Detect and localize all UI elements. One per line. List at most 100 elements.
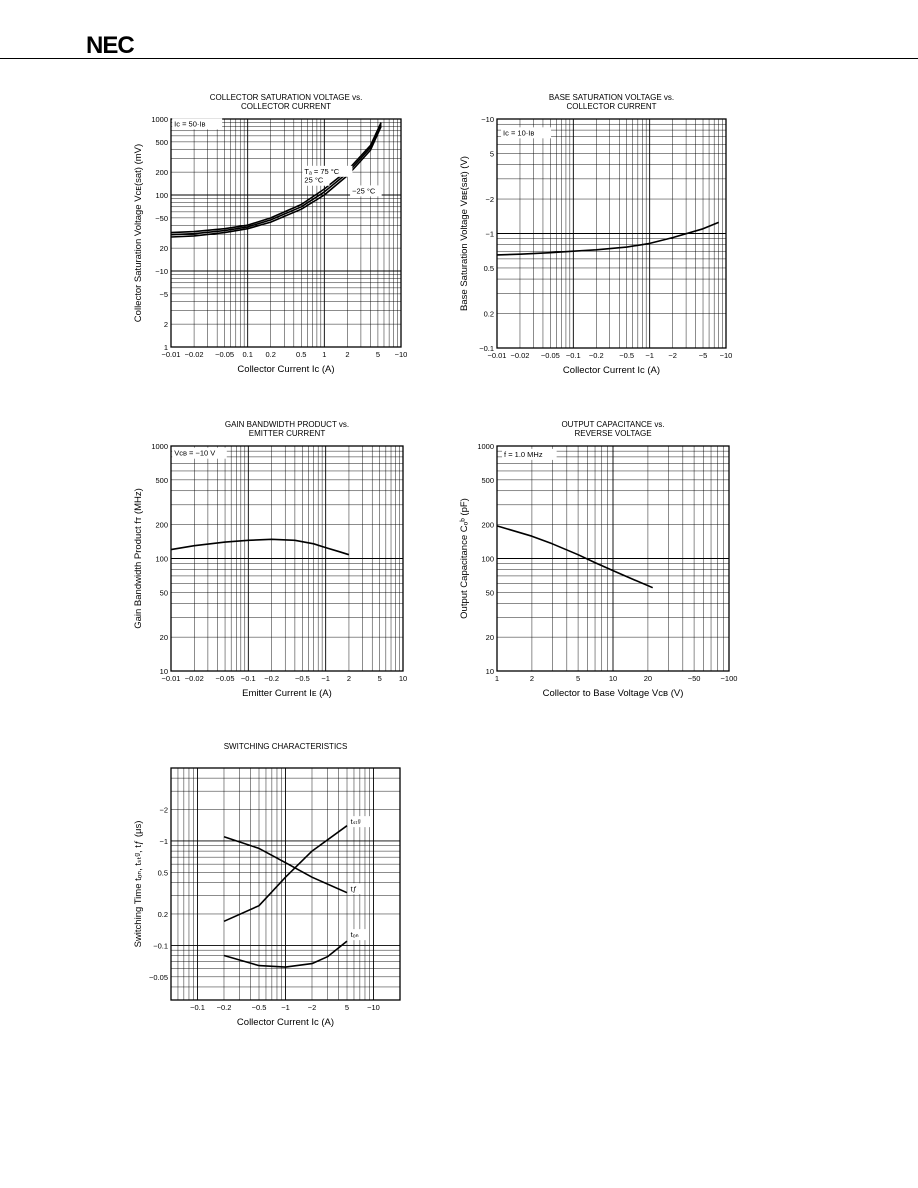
x-tick-label: −10 [395,350,408,359]
x-tick-label: −1 [321,674,330,683]
y-tick-label: 5 [490,149,494,158]
x-tick-label: −0.05 [215,350,234,359]
x-tick-label: 2 [347,674,351,683]
chart-title: OUTPUT CAPACITANCE vs. [561,420,664,429]
series-line-2 [223,835,348,894]
y-tick-label: 500 [155,476,168,485]
x-tick-label: −2 [308,1003,317,1012]
x-tick-label: 2 [530,674,534,683]
annotation-label: Tₐ = 75 °C [304,167,339,176]
nec-logo: NEC [86,32,135,59]
y-tick-label: −2 [485,195,494,204]
chart-title: COLLECTOR CURRENT [566,102,656,111]
y-tick-label: −50 [155,214,168,223]
y-tick-label: −0.1 [479,344,494,353]
x-tick-label: −100 [721,674,738,683]
x-tick-label: 0.2 [266,350,276,359]
chart-title: COLLECTOR CURRENT [241,102,331,111]
y-tick-label: 20 [160,244,168,253]
chart-title: REVERSE VOLTAGE [574,429,651,438]
plot-frame [170,445,404,672]
x-tick-label: −2 [668,351,677,360]
chart-5: SWITCHING CHARACTERISTICS −0.1 −0.2 −0.5 −1 −… [133,742,401,1028]
x-tick-label: 1 [322,350,326,359]
x-tick-label: −0.02 [510,351,529,360]
plot-frame [170,767,401,1001]
y-tick-label: −2 [159,806,168,815]
annotation-label: tₛₜᵍ [351,817,361,826]
x-tick-label: −0.02 [185,350,204,359]
series-line-3 [223,940,348,968]
annotation-label: tƒ [351,884,357,893]
x-tick-label: −1 [645,351,654,360]
x-axis-label: Emitter Current Iᴇ (A) [242,688,332,699]
y-tick-label: 0.5 [158,868,168,877]
y-axis-label: Base Saturation Voltage Vʙᴇ(sat) (V) [459,156,470,311]
x-tick-label: 5 [378,674,382,683]
x-tick-label: −0.02 [185,674,204,683]
annotation-bg [350,185,382,197]
annotation-label: Iᴄ = 10·Iʙ [503,128,534,137]
x-axis-label: Collector Current Iᴄ (A) [563,365,660,376]
x-tick-label: −50 [688,674,701,683]
x-tick-label: 2 [345,350,349,359]
x-tick-label: 0.5 [296,350,306,359]
chart-title: GAIN BANDWIDTH PRODUCT vs. [225,420,349,429]
y-tick-label: 1000 [477,442,494,451]
y-tick-label: 50 [486,588,494,597]
y-tick-label: 10 [160,667,168,676]
x-tick-label: −0.05 [216,674,235,683]
y-tick-label: 200 [155,168,168,177]
y-tick-label: 10 [486,667,494,676]
y-tick-label: −10 [155,267,168,276]
annotation-bg [501,127,552,139]
chart-title: EMITTER CURRENT [249,429,326,438]
x-tick-label: −0.2 [264,674,279,683]
y-tick-label: 100 [155,555,168,564]
y-tick-label: 1000 [151,442,168,451]
x-tick-label: −10 [720,351,733,360]
y-tick-label: −1 [485,230,494,239]
y-tick-label: 20 [160,633,168,642]
x-tick-label: −0.01 [162,350,181,359]
series-line-1 [170,538,350,556]
annotation-label: 25 °C [304,176,323,185]
x-tick-label: −0.2 [217,1003,232,1012]
x-tick-label: 0.1 [242,350,252,359]
y-tick-label: 200 [481,521,494,530]
annotation-bg [302,174,330,186]
x-tick-label: 1 [495,674,499,683]
y-tick-label: −0.1 [153,941,168,950]
x-tick-label: −0.1 [190,1003,205,1012]
x-tick-label: 5 [376,350,380,359]
plot-frame [496,445,730,672]
series-line-1 [496,221,719,256]
x-tick-label: −10 [367,1003,380,1012]
x-tick-label: −0.1 [241,674,256,683]
x-tick-label: −5 [699,351,708,360]
y-tick-label: −10 [481,115,494,124]
y-tick-label: 500 [481,476,494,485]
y-axis-label: Collector Saturation Voltage Vᴄᴇ(sat) (m… [133,144,144,322]
series-line-2 [170,124,382,236]
y-tick-label: 50 [160,588,168,597]
y-tick-label: 0.5 [484,264,494,273]
y-tick-label: −5 [159,290,168,299]
annotation-label: f = 1.0 MHz [504,450,543,459]
y-tick-label: 500 [155,138,168,147]
annotation-label: Iᴄ = 50·Iʙ [174,119,205,128]
x-tick-label: −0.5 [619,351,634,360]
chart-1: COLLECTOR SATURATION VOLTAGE vs.COLLECTO… [133,93,407,375]
x-tick-label: 10 [399,674,407,683]
header-rule [0,58,918,59]
series-line-1 [496,525,654,589]
x-tick-label: −0.5 [252,1003,267,1012]
y-tick-label: 20 [486,633,494,642]
y-tick-label: −1 [159,837,168,846]
x-tick-label: −0.5 [295,674,310,683]
y-tick-label: 100 [155,191,168,200]
x-tick-label: −0.01 [162,674,181,683]
chart-3: GAIN BANDWIDTH PRODUCT vs.EMITTER CURREN… [133,420,407,699]
annotation-label: tₒₙ [351,930,359,939]
annotation-bg [348,929,367,941]
